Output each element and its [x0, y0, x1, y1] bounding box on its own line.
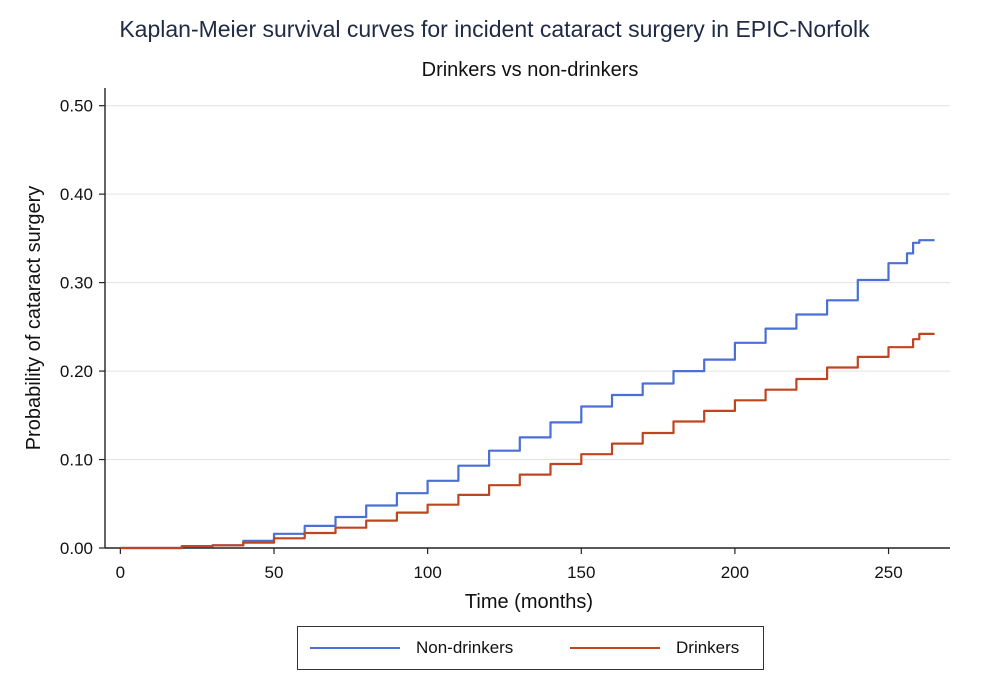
legend-swatch-non-drinkers: [310, 647, 400, 649]
legend-swatch-drinkers: [570, 647, 660, 649]
y-tick-label: 0.30: [60, 274, 93, 293]
legend-label-drinkers: Drinkers: [676, 638, 740, 657]
legend-label-non-drinkers: Non-drinkers: [416, 638, 514, 657]
y-tick-label: 0.10: [60, 451, 93, 470]
x-tick-label: 50: [265, 563, 284, 582]
x-tick-label: 250: [874, 563, 902, 582]
x-tick-label: 0: [116, 563, 125, 582]
x-tick-label: 100: [413, 563, 441, 582]
y-tick-label: 0.50: [60, 97, 93, 116]
series-line-drinkers: [120, 332, 935, 550]
series-line-non-drinkers: [120, 239, 935, 550]
x-axis-label: Time (months): [465, 591, 593, 613]
legend-item-drinkers: Drinkers: [570, 627, 739, 669]
y-axis-label: Probability of cataract surgery: [23, 186, 45, 451]
chart-subtitle: Drinkers vs non-drinkers: [421, 59, 639, 81]
x-tick-label: 200: [721, 563, 749, 582]
series-layer: [120, 239, 935, 550]
y-tick-label: 0.00: [60, 539, 93, 558]
chart-title: Kaplan-Meier survival curves for inciden…: [119, 16, 870, 42]
axes-layer: 0.00 0.10 0.20 0.30 0.40 0.50 0 50 100 150 200 250: [60, 88, 950, 582]
grid-layer: [105, 105, 950, 461]
y-tick-label: 0.40: [60, 185, 93, 204]
legend-item-non-drinkers: Non-drinkers: [310, 627, 513, 669]
y-tick-label: 0.20: [60, 362, 93, 381]
x-tick-label: 150: [567, 563, 595, 582]
legend: Non-drinkers Drinkers: [297, 626, 764, 670]
